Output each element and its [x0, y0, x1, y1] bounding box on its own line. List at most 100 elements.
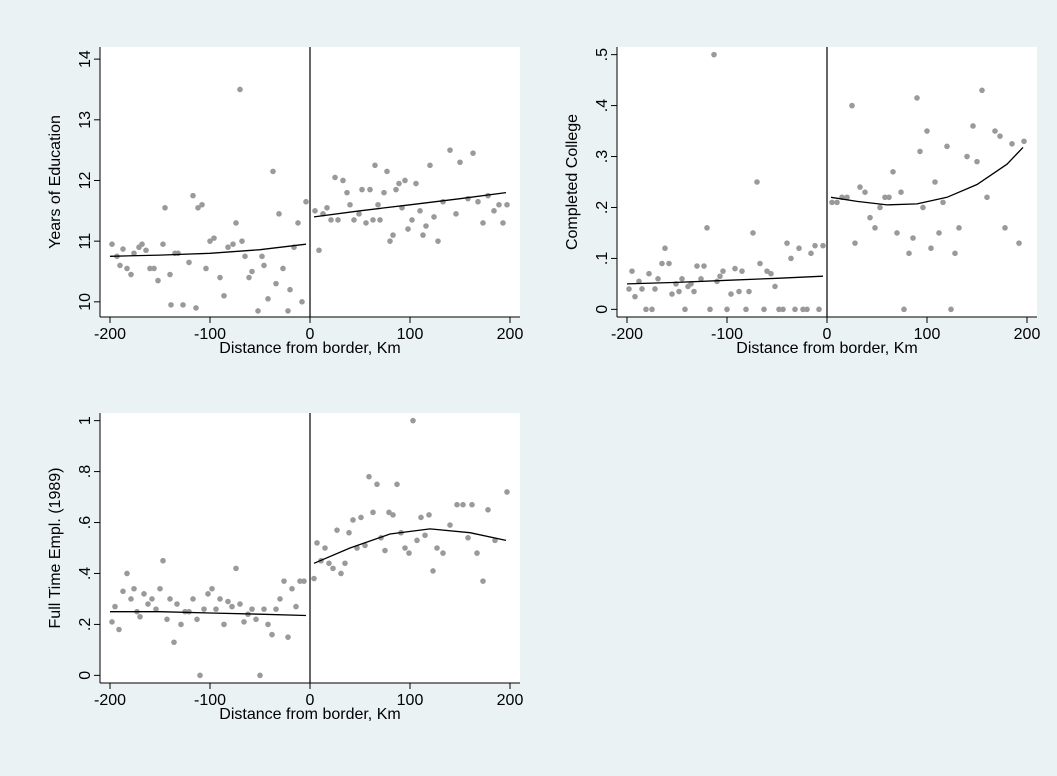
data-point — [409, 217, 415, 223]
data-point — [362, 542, 368, 549]
data-point — [666, 260, 672, 267]
data-point — [167, 271, 173, 278]
data-point — [241, 619, 247, 625]
data-point — [237, 601, 243, 607]
data-point — [186, 259, 192, 266]
data-point — [750, 230, 756, 236]
data-point — [285, 634, 291, 640]
data-point — [151, 265, 157, 272]
data-point — [717, 273, 723, 280]
data-point — [413, 180, 419, 187]
data-point — [414, 537, 420, 544]
data-point — [116, 626, 122, 633]
data-point — [780, 306, 786, 313]
data-point — [370, 217, 376, 223]
data-point — [180, 302, 186, 308]
data-point — [857, 184, 863, 190]
data-point — [137, 613, 143, 620]
x-tick-label: -200 — [611, 326, 643, 343]
data-point — [201, 606, 207, 612]
data-point — [199, 201, 205, 208]
y-tick-label: .5 — [594, 48, 611, 61]
data-point — [1009, 140, 1015, 147]
data-point — [242, 253, 248, 260]
data-point — [335, 217, 341, 223]
data-point — [917, 148, 923, 155]
data-point — [338, 570, 344, 577]
data-point — [422, 532, 428, 539]
data-point — [784, 240, 790, 246]
data-point — [221, 621, 227, 628]
data-point — [800, 306, 806, 313]
data-point — [469, 501, 475, 508]
x-tick-label: -200 — [94, 692, 126, 709]
data-point — [711, 51, 717, 58]
data-point — [698, 275, 704, 282]
data-point — [261, 262, 267, 269]
data-point — [350, 517, 356, 523]
data-point — [984, 194, 990, 201]
data-point — [764, 268, 770, 274]
x-tick-label: 100 — [397, 326, 424, 343]
data-point — [460, 501, 466, 508]
data-point — [209, 585, 215, 592]
data-point — [147, 265, 153, 272]
data-point — [155, 277, 161, 284]
x-tick-label: 200 — [497, 692, 524, 709]
data-point — [273, 606, 279, 612]
data-point — [131, 250, 137, 257]
chart-panel-2: -200 -100 0 100 200 0 .1 .2 .3 .4 .5 Distance from … — [564, 47, 1040, 357]
data-point — [792, 306, 798, 313]
fit-line-right — [313, 191, 507, 218]
data-point — [626, 286, 632, 292]
data-point — [157, 585, 163, 592]
data-point — [992, 128, 998, 134]
data-point — [936, 230, 942, 236]
data-point — [207, 238, 213, 244]
data-point — [386, 509, 392, 516]
data-point — [659, 260, 665, 267]
data-point — [153, 606, 159, 612]
data-point — [128, 596, 134, 602]
data-point — [225, 598, 231, 605]
data-point — [390, 512, 396, 518]
data-point — [1002, 225, 1008, 231]
data-point — [255, 308, 261, 314]
data-point — [434, 545, 440, 551]
data-point — [491, 208, 497, 214]
data-point — [457, 159, 463, 166]
data-point — [382, 547, 388, 554]
data-point — [120, 246, 126, 252]
data-point — [662, 245, 668, 252]
data-point — [475, 198, 481, 205]
data-point — [447, 147, 453, 153]
data-point — [474, 550, 480, 556]
data-point — [160, 557, 166, 564]
data-point — [124, 265, 130, 272]
data-point — [406, 550, 412, 556]
data-point — [359, 186, 365, 193]
data-point — [314, 540, 320, 546]
data-point — [265, 295, 271, 302]
data-point — [812, 242, 818, 249]
data-point — [427, 162, 433, 169]
data-point — [194, 616, 200, 623]
data-point — [384, 168, 390, 175]
data-point — [1021, 138, 1027, 145]
fit-line-left — [109, 243, 307, 257]
data-point — [470, 150, 476, 156]
data-point — [423, 223, 429, 229]
data-point — [303, 198, 309, 205]
data-point — [393, 186, 399, 193]
data-point — [330, 565, 336, 572]
data-point — [728, 291, 734, 297]
data-point — [453, 211, 459, 217]
data-point — [862, 189, 868, 195]
data-point — [197, 672, 203, 679]
data-point — [131, 585, 137, 592]
data-point — [301, 578, 307, 584]
data-point — [186, 608, 192, 615]
x-tick-label: 200 — [497, 326, 524, 343]
data-point — [776, 306, 782, 313]
data-point — [109, 241, 115, 247]
